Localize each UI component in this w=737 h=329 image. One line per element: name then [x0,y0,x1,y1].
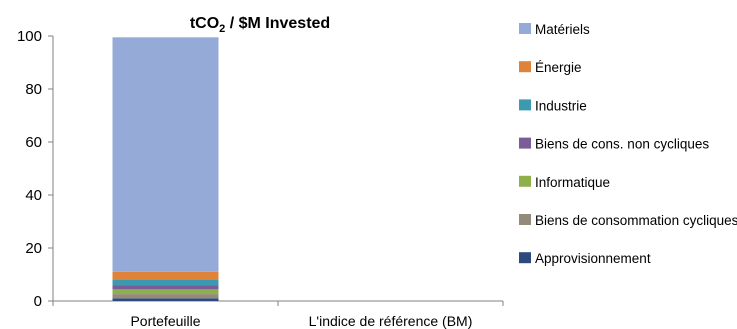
y-tick-label: 0 [34,293,42,310]
x-axis-labels: Portefeuille L'indice de référence (BM) [130,313,472,329]
y-axis-labels: 0 20 40 60 80 100 [17,28,42,310]
legend-swatch [519,175,531,187]
bar-segment-approvisionnement [112,298,219,301]
legend-label: Approvisionnement [535,251,651,266]
legend-label: Industrie [535,98,587,113]
bar-segment-biens-de-cons-non-cycliques [112,285,219,290]
legend-swatch [519,214,531,225]
legend-swatch [519,252,531,264]
legend-label: Matériels [535,22,590,37]
legend-label: Informatique [535,175,610,190]
chart-title: tCO2 / $M Invested [190,15,330,35]
y-tick-label: 40 [25,187,42,204]
y-tick-label: 20 [25,240,42,257]
x-tick-label: Portefeuille [130,313,200,329]
bar-segment-mat-riels [112,37,219,272]
legend-swatch [519,61,531,73]
bar-segment-informatique [112,289,219,295]
bar-segment-industrie [112,279,219,286]
legend-label: Biens de consommation cycliques [535,213,737,228]
legend-swatch [519,137,531,149]
legend: Matériels Énergie Industrie Biens de cons. … [519,22,737,266]
legend-swatch [519,99,531,111]
x-tick-label: L'indice de référence (BM) [309,313,473,329]
bar-segment-biens-de-consommation-cycliques [112,294,219,299]
legend-label: Énergie [535,60,582,75]
y-tick-label: 100 [17,28,42,45]
legend-swatch [519,23,531,34]
bar-segment--nergie [112,271,219,280]
bars [112,37,219,301]
y-tick-label: 80 [25,81,42,98]
legend-label: Biens de cons. non cycliques [535,137,709,152]
y-tick-label: 60 [25,134,42,151]
